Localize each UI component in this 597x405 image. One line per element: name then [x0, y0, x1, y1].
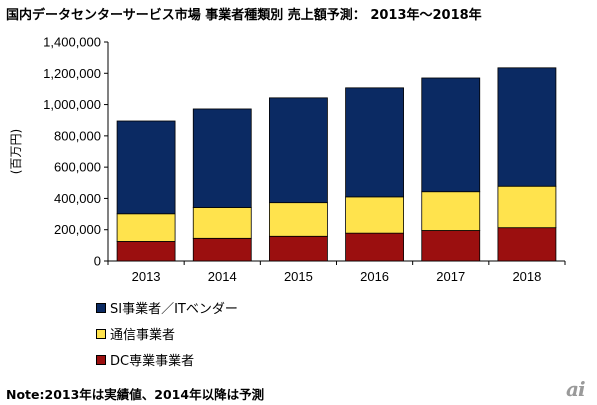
bar-segment — [269, 97, 328, 204]
y-tick-label: 200,000 — [54, 222, 101, 237]
y-axis-title: (百万円) — [9, 129, 23, 174]
bar-segment — [192, 207, 252, 239]
bar-segment — [345, 196, 404, 234]
bar-segment — [421, 77, 481, 193]
bar-segment — [421, 230, 481, 262]
bar-segment — [269, 202, 328, 237]
y-tick-label: 800,000 — [54, 128, 101, 143]
legend-swatch — [96, 328, 106, 339]
y-tick-label: 400,000 — [54, 191, 101, 206]
bar-segment — [497, 227, 557, 262]
x-tick-label: 2013 — [132, 269, 161, 284]
bar-segment — [116, 213, 176, 242]
bar-segment — [192, 108, 252, 208]
y-tick-label: 0 — [94, 254, 101, 269]
x-tick-label: 2014 — [208, 269, 237, 284]
bar-segment — [345, 232, 404, 262]
bar-segment — [269, 235, 328, 262]
legend-label: 通信事業者 — [110, 328, 176, 343]
bar-segment — [345, 87, 404, 198]
y-tick-label: 1,000,000 — [43, 97, 101, 112]
bar-segment — [192, 237, 252, 262]
chart-note: Note:2013年は実績値、2014年以降は予測 — [6, 387, 265, 402]
legend-label: DC専業事業者 — [110, 354, 195, 369]
legend-item: SI事業者／ITベンダー — [96, 298, 238, 317]
legend-swatch — [96, 354, 106, 365]
legend-swatch — [96, 302, 106, 313]
chart-axes: 0 200,000 400,000 600,000 800,000 1,000,000 1,… — [9, 35, 566, 284]
y-tick-label: 600,000 — [54, 160, 101, 175]
x-tick-label: 2015 — [284, 269, 313, 284]
bar-segment — [116, 120, 176, 215]
x-tick-label: 2017 — [436, 269, 465, 284]
y-tick-label: 1,200,000 — [43, 66, 101, 81]
bar-segment — [421, 191, 481, 231]
bar-segment — [497, 185, 557, 229]
x-tick-label: 2018 — [512, 269, 541, 284]
bar-segment — [497, 67, 557, 187]
x-tick-label: 2016 — [360, 269, 389, 284]
y-tick-label: 1,400,000 — [43, 35, 101, 50]
legend-item: 通信事業者 — [96, 324, 175, 343]
chart-bars — [116, 67, 557, 262]
legend-item: DC専業事業者 — [96, 350, 194, 369]
bar-segment — [116, 241, 176, 262]
chart-title: 国内データセンターサービス市場 事業者種類別 売上額予測： 2013年～2018… — [6, 8, 482, 23]
legend-label: SI事業者／ITベンダー — [110, 302, 238, 317]
brand-logo: ai — [566, 377, 586, 401]
